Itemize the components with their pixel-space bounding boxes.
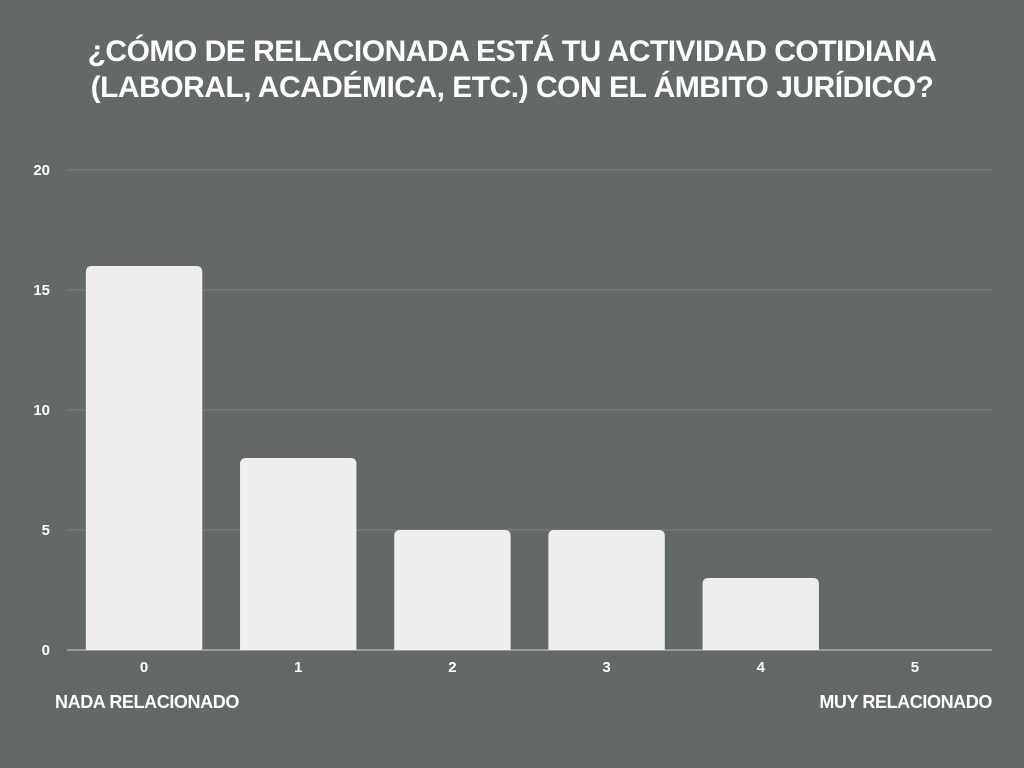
y-tick-label: 15 xyxy=(33,282,50,299)
y-tick-label: 20 xyxy=(33,162,50,179)
x-axis-ticks: 0 1 2 3 4 5 xyxy=(140,659,919,676)
y-tick-label: 10 xyxy=(33,402,50,419)
x-tick-label: 3 xyxy=(602,659,610,676)
bar-2 xyxy=(394,530,510,650)
x-tick-label: 0 xyxy=(140,659,148,676)
bar-4 xyxy=(703,578,819,650)
x-tick-label: 2 xyxy=(448,659,456,676)
y-tick-label: 5 xyxy=(42,522,50,539)
bar-0 xyxy=(86,266,202,650)
bars xyxy=(86,266,819,650)
y-axis-ticks: 0 5 10 15 20 xyxy=(33,162,50,659)
gridlines xyxy=(67,170,992,650)
x-tick-label: 1 xyxy=(294,659,302,676)
bar-3 xyxy=(548,530,664,650)
bar-1 xyxy=(240,458,356,650)
scale-label-low: NADA RELACIONADO xyxy=(55,692,239,713)
y-tick-label: 0 xyxy=(42,642,50,659)
x-tick-label: 5 xyxy=(911,659,919,676)
x-tick-label: 4 xyxy=(757,659,766,676)
scale-label-high: MUY RELACIONADO xyxy=(819,692,992,713)
